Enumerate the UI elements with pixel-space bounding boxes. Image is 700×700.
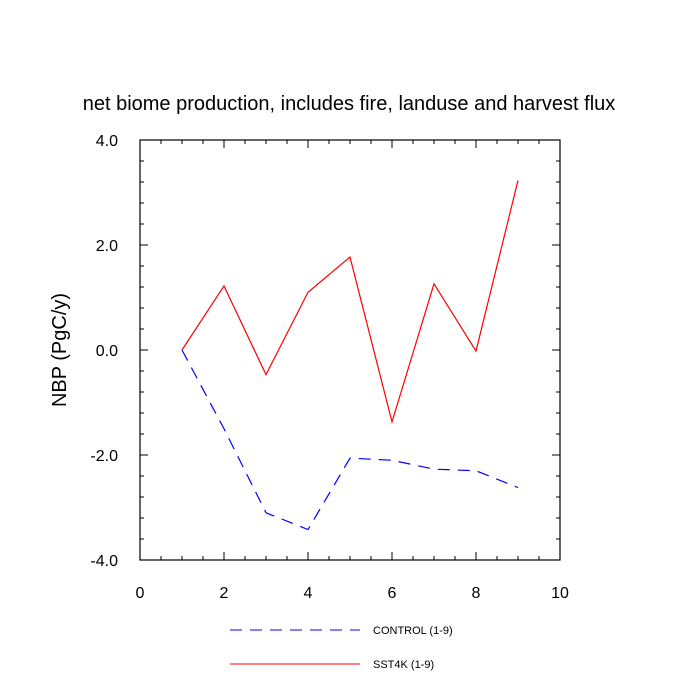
y-tick-label: -2.0 <box>90 448 118 465</box>
legend: CONTROL (1-9) SST4K (1-9) <box>230 625 453 671</box>
plot-series <box>181 180 519 531</box>
plot-frame <box>139 139 561 561</box>
x-tick-label: 0 <box>136 585 145 602</box>
series-line-control <box>181 349 519 531</box>
y-tick-label: 0.0 <box>96 343 118 360</box>
x-tick-label: 2 <box>220 585 229 602</box>
legend-label-control: CONTROL (1-9) <box>373 625 453 637</box>
legend-label-sst4k: SST4K (1-9) <box>373 659 434 671</box>
chart-title: net biome production, includes fire, lan… <box>83 93 616 115</box>
x-tick-label: 10 <box>551 585 569 602</box>
y-tick-label: 4.0 <box>96 133 118 150</box>
series-line-sst4k <box>181 180 519 425</box>
x-tick-label: 4 <box>304 585 313 602</box>
y-tick-label: -4.0 <box>90 553 118 570</box>
y-axis-label: NBP (PgC/y) <box>49 293 71 407</box>
x-tick-label: 8 <box>472 585 481 602</box>
y-tick-label: 2.0 <box>96 238 118 255</box>
axis-ticks: 0 2 4 6 8 10 4.0 2.0 0.0 -2.0 -4.0 <box>90 133 569 602</box>
x-tick-label: 6 <box>388 585 397 602</box>
